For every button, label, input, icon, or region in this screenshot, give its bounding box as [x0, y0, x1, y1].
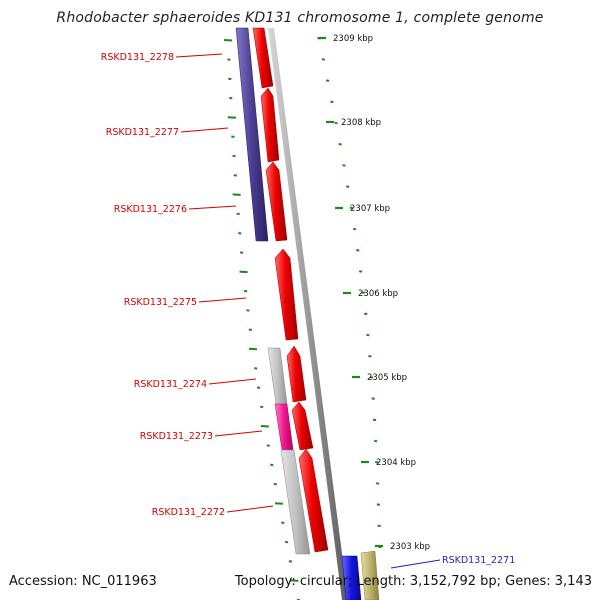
outer-tick-mark — [223, 39, 233, 42]
gene-feature-2274[interactable] — [286, 345, 307, 403]
gene-feature-2273[interactable] — [291, 401, 314, 451]
inner-tick-mark — [342, 164, 346, 167]
outer-tick-mark — [270, 463, 274, 467]
inner-tick-mark — [356, 249, 360, 252]
outer-tick-mark — [243, 289, 248, 293]
outer-tick-mark — [246, 309, 250, 312]
outer-tick-mark — [281, 521, 285, 524]
gene-features — [235, 27, 380, 600]
gene-label[interactable]: RSKD131_2275 — [124, 297, 197, 308]
inner-tick-mark — [321, 58, 326, 61]
scale-tick-label: 2304 kbp — [376, 458, 416, 468]
gene-feature-2276[interactable] — [265, 161, 288, 242]
chromosome-backbone — [268, 28, 348, 600]
gene-label[interactable]: RSKD131_2273 — [140, 431, 213, 442]
gene-feature-2277[interactable] — [260, 87, 280, 163]
inner-tick-mark — [366, 333, 370, 337]
outer-tick-mark — [232, 193, 241, 196]
inner-tick-mark — [352, 227, 357, 231]
scale-tick-label: 2309 kbp — [333, 34, 373, 44]
gene-feature-2272-grey[interactable] — [280, 449, 311, 555]
scale-tick-label: 2303 kbp — [390, 542, 430, 552]
outer-tick-mark — [231, 135, 235, 138]
inner-tick-mark — [338, 143, 342, 146]
outer-tick-mark — [266, 444, 270, 447]
gene-feature-2272[interactable] — [298, 448, 329, 553]
gene-label[interactable]: RSKD131_2274 — [134, 379, 207, 390]
outer-tick-arc — [223, 39, 301, 600]
gene-leader-line — [188, 205, 237, 210]
accession-text: Accession: NC_011963 — [9, 574, 157, 589]
gene-leader-line — [390, 559, 441, 569]
inner-tick-mark — [346, 185, 350, 188]
gene-feature-2274-grey[interactable] — [267, 347, 288, 405]
inner-tick-mark — [377, 524, 381, 528]
outer-tick-mark — [229, 96, 233, 100]
outer-tick-mark — [248, 347, 257, 351]
inner-tick-mark — [375, 482, 380, 485]
outer-tick-mark — [248, 328, 253, 331]
inner-tick-mark — [376, 503, 381, 506]
inner-tick-mark — [334, 121, 338, 125]
inner-tick-mark — [374, 439, 378, 443]
outer-tick-mark — [232, 154, 236, 158]
inner-tick-mark — [349, 206, 353, 210]
inner-tick-mark — [371, 397, 375, 400]
outer-tick-mark — [290, 579, 299, 582]
outer-tick-mark — [254, 367, 258, 370]
outer-tick-mark — [256, 386, 261, 389]
gene-feature-2273-magenta[interactable] — [274, 403, 294, 451]
outer-tick-mark — [236, 212, 240, 216]
gene-label[interactable]: RSKD131_2277 — [106, 127, 179, 138]
inner-tick-mark — [330, 100, 334, 104]
page-title: Rhodobacter sphaeroides KD131 chromosome… — [56, 10, 544, 26]
scale-tick-label: 2308 kbp — [341, 118, 381, 128]
inner-tick-mark — [325, 79, 330, 82]
gene-label[interactable]: RSKD131_2272 — [152, 507, 225, 518]
scale-tick-label: 2306 kbp — [358, 289, 398, 299]
inner-tick-mark — [358, 270, 363, 273]
outer-tick-mark — [227, 116, 236, 119]
outer-tick-mark — [239, 251, 244, 254]
gene-feature-2275[interactable] — [274, 248, 299, 341]
gene-leader-line — [226, 505, 274, 513]
outer-tick-mark — [274, 502, 284, 505]
outer-tick-mark — [228, 77, 232, 81]
inner-tick-mark — [372, 418, 377, 422]
inner-tick-mark — [361, 291, 365, 294]
inner-tick-mark — [368, 355, 372, 358]
scale-labels: 2309 kbp 2308 kbp 2307 kbp 2306 kbp 2305 kbp… — [318, 34, 430, 552]
gene-leader-line — [175, 53, 223, 58]
outer-tick-mark — [260, 425, 269, 428]
outer-tick-mark — [260, 405, 264, 409]
gene-label[interactable]: RSKD131_2278 — [101, 52, 174, 63]
gene-leader-line — [214, 430, 263, 437]
inner-tick-mark — [364, 312, 368, 316]
outer-tick-mark — [284, 540, 289, 544]
gene-feature-2278-2276[interactable] — [235, 27, 269, 242]
outer-tick-mark — [233, 174, 237, 177]
outer-tick-mark — [288, 560, 293, 563]
gene-labels: RSKD131_2278 RSKD131_2277 RSKD131_2276 RSKD… — [101, 52, 515, 569]
topology-text: Topology: circular; Length: 3,152,792 bp… — [234, 574, 592, 589]
gene-label[interactable]: RSKD131_2276 — [114, 204, 187, 215]
gene-leader-line — [208, 378, 257, 385]
gene-label[interactable]: RSKD131_2271 — [442, 555, 515, 566]
outer-tick-mark — [239, 270, 248, 274]
inner-tick-mark — [369, 376, 374, 379]
gene-leader-line — [198, 297, 247, 303]
outer-tick-mark — [273, 482, 277, 486]
gene-feature-2271-blue[interactable] — [341, 555, 362, 600]
inner-tick-mark — [375, 461, 379, 464]
outer-tick-mark — [238, 232, 242, 235]
gene-leader-line — [180, 127, 229, 133]
scale-tick-label: 2307 kbp — [350, 204, 390, 214]
gene-feature-2271-olive[interactable] — [360, 550, 380, 600]
scale-tick-label: 2305 kbp — [367, 373, 407, 383]
outer-tick-mark — [227, 58, 231, 61]
gene-feature-2278[interactable] — [252, 27, 274, 89]
